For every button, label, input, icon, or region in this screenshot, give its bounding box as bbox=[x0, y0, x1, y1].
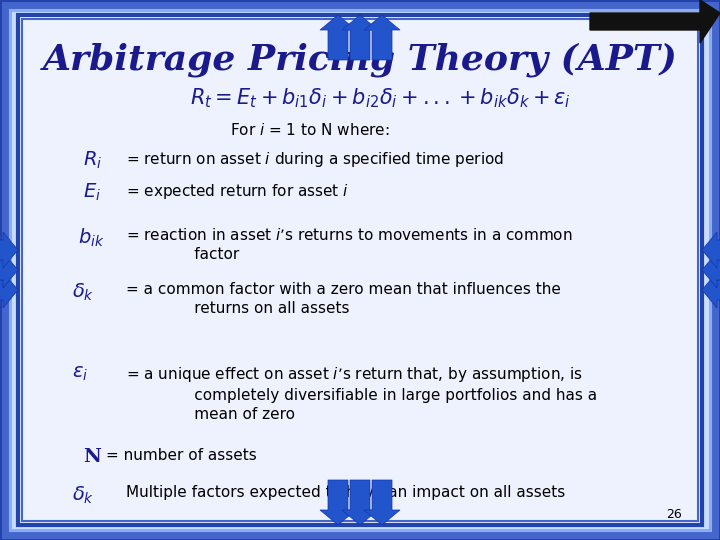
Polygon shape bbox=[320, 480, 356, 525]
Text: $R_t = E_t + b_{i1}\delta_i + b_{i2}\delta_i + ...+ b_{ik}\delta_k + \varepsilon: $R_t = E_t + b_{i1}\delta_i + b_{i2}\del… bbox=[189, 86, 570, 110]
Polygon shape bbox=[0, 252, 18, 288]
Text: = a common factor with a zero mean that influences the
              returns on : = a common factor with a zero mean that … bbox=[126, 282, 561, 316]
Polygon shape bbox=[590, 0, 720, 43]
Text: = a unique effect on asset $i$’s return that, by assumption, is
              co: = a unique effect on asset $i$’s return … bbox=[126, 365, 597, 422]
Text: Arbitrage Pricing Theory (APT): Arbitrage Pricing Theory (APT) bbox=[42, 42, 678, 77]
Text: $E_i$: $E_i$ bbox=[83, 182, 101, 203]
Text: = return on asset $i$ during a specified time period: = return on asset $i$ during a specified… bbox=[126, 150, 504, 169]
Text: $b_{ik}$: $b_{ik}$ bbox=[78, 227, 104, 249]
Text: N: N bbox=[83, 448, 101, 466]
Polygon shape bbox=[364, 480, 400, 525]
Text: $\delta_k$: $\delta_k$ bbox=[72, 485, 94, 507]
Polygon shape bbox=[342, 15, 378, 60]
Text: $\delta_k$: $\delta_k$ bbox=[72, 282, 94, 303]
Polygon shape bbox=[342, 480, 378, 525]
Polygon shape bbox=[364, 15, 400, 60]
Text: = reaction in asset $i$’s returns to movements in a common
              factor: = reaction in asset $i$’s returns to mov… bbox=[126, 227, 572, 262]
Text: $R_i$: $R_i$ bbox=[83, 150, 102, 171]
Polygon shape bbox=[702, 252, 720, 288]
Text: $\varepsilon_i$: $\varepsilon_i$ bbox=[72, 365, 89, 383]
Text: 26: 26 bbox=[666, 508, 682, 521]
Polygon shape bbox=[0, 232, 18, 268]
Text: For $i$ = 1 to N where:: For $i$ = 1 to N where: bbox=[230, 122, 390, 138]
Text: = number of assets: = number of assets bbox=[106, 448, 257, 463]
Polygon shape bbox=[320, 15, 356, 60]
Polygon shape bbox=[702, 232, 720, 268]
Text: Multiple factors expected to have an impact on all assets: Multiple factors expected to have an imp… bbox=[126, 485, 565, 500]
Polygon shape bbox=[702, 272, 720, 308]
Text: = expected return for asset $i$: = expected return for asset $i$ bbox=[126, 182, 349, 201]
Polygon shape bbox=[0, 272, 18, 308]
